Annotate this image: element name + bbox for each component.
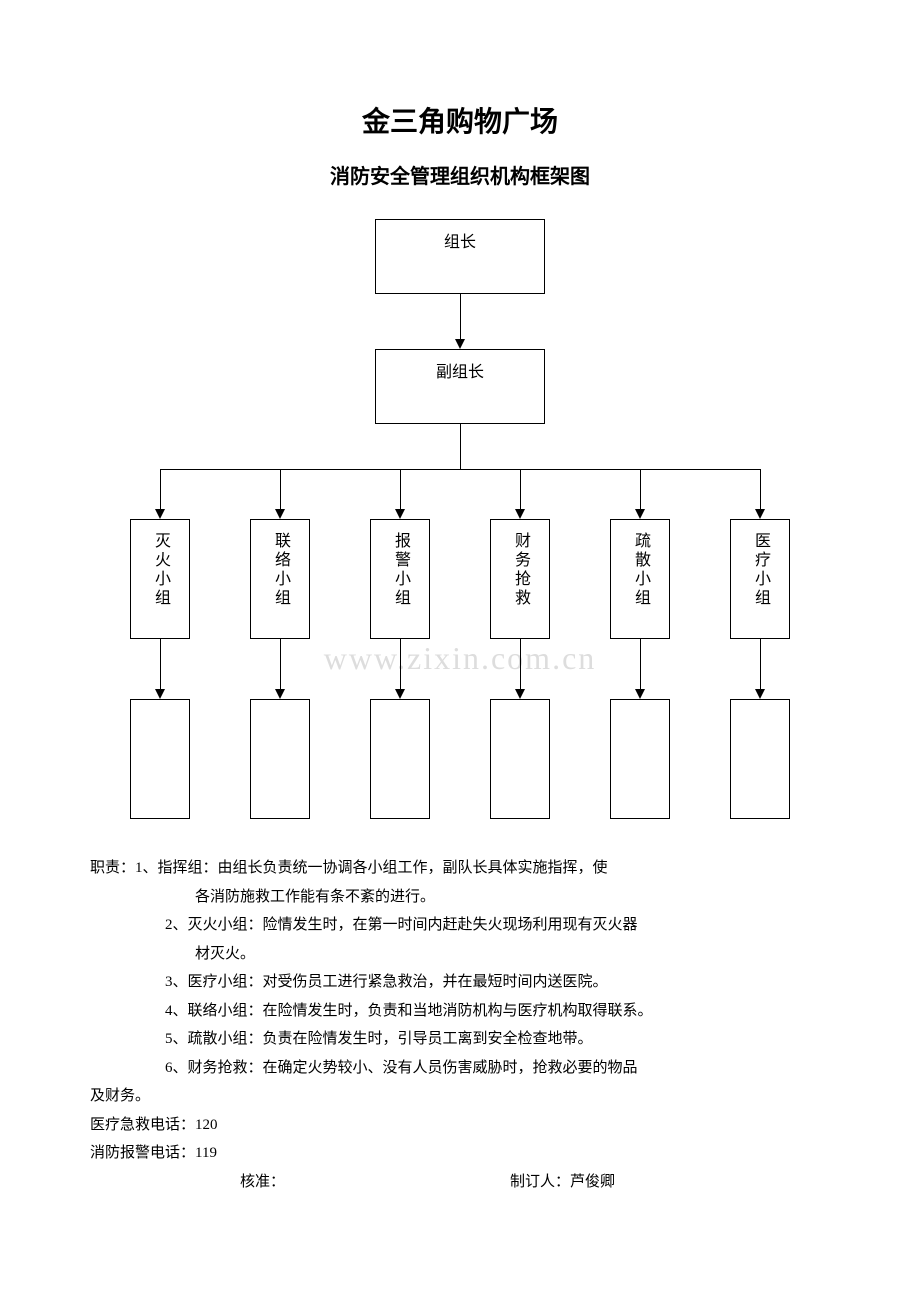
node-bottom-3	[370, 699, 430, 819]
duty-text-part: ：在确定火势较小、没有人员伤害威胁时，抢救必要的物品	[248, 1060, 638, 1076]
duty-num: 4	[165, 1003, 173, 1019]
page-subtitle: 消防安全管理组织机构框架图	[90, 160, 830, 189]
connector-line	[760, 469, 761, 509]
duty-text-part: ：险情发生时，在第一时间内赶赴失火现场利用现有灭火器	[248, 917, 638, 933]
connector-line	[400, 639, 401, 689]
duty-text-part: 及财务。	[90, 1088, 150, 1104]
node-team-label: 报警小组	[388, 532, 412, 608]
duty-num: 5	[165, 1031, 173, 1047]
author-name: 芦俊卿	[570, 1168, 615, 1197]
duty-title: 指挥组	[158, 860, 203, 876]
duty-item-2-cont: 材灭火。	[90, 940, 830, 969]
footer-line: 核准： 制订人：芦俊卿	[90, 1168, 830, 1197]
connector-line	[640, 639, 641, 689]
arrow-icon	[155, 509, 165, 519]
connector-line	[400, 469, 401, 509]
arrow-icon	[755, 509, 765, 519]
duty-item-6: 6、财务抢救：在确定火势较小、没有人员伤害威胁时，抢救必要的物品	[90, 1054, 830, 1083]
node-leader-label: 组长	[444, 228, 476, 252]
arrow-icon	[635, 689, 645, 699]
node-team-1: 灭火小组	[130, 519, 190, 639]
duty-title: 财务抢救	[188, 1060, 248, 1076]
node-team-label: 联络小组	[268, 532, 292, 608]
duties-header: 职责：	[90, 860, 135, 876]
node-team-2: 联络小组	[250, 519, 310, 639]
duty-num: 1	[135, 860, 143, 876]
duty-num: 6	[165, 1060, 173, 1076]
duty-title: 灭火小组	[188, 917, 248, 933]
node-team-6: 医疗小组	[730, 519, 790, 639]
node-bottom-1	[130, 699, 190, 819]
arrow-icon	[155, 689, 165, 699]
arrow-icon	[275, 509, 285, 519]
node-deputy: 副组长	[375, 349, 545, 424]
node-team-label: 医疗小组	[748, 532, 772, 608]
connector-line	[520, 469, 521, 509]
duty-item-6-cont: 及财务。	[90, 1082, 830, 1111]
duties-section: 职责：1、指挥组：由组长负责统一协调各小组工作，副队长具体实施指挥，使 各消防施…	[90, 854, 830, 1196]
duty-item-2: 2、灭火小组：险情发生时，在第一时间内赶赴失火现场利用现有灭火器	[90, 911, 830, 940]
connector-line	[760, 639, 761, 689]
medical-phone-label: 医疗急救电话：	[90, 1117, 195, 1133]
node-bottom-2	[250, 699, 310, 819]
duty-num: 3	[165, 974, 173, 990]
node-team-5: 疏散小组	[610, 519, 670, 639]
page-title: 金三角购物广场	[90, 100, 830, 140]
connector-line	[280, 469, 281, 509]
node-team-label: 疏散小组	[628, 532, 652, 608]
duty-text: ：对受伤员工进行紧急救治，并在最短时间内送医院。	[248, 974, 608, 990]
connector-line	[160, 469, 161, 509]
node-team-label: 灭火小组	[148, 532, 172, 608]
arrow-icon	[755, 689, 765, 699]
duty-item-4: 4、联络小组：在险情发生时，负责和当地消防机构与医疗机构取得联系。	[90, 997, 830, 1026]
connector-line	[160, 639, 161, 689]
duty-text-part: 材灭火。	[195, 946, 255, 962]
author-label: 制订人：	[510, 1168, 570, 1197]
fire-phone-number: 119	[195, 1145, 217, 1161]
arrow-icon	[455, 339, 465, 349]
connector-line	[460, 424, 461, 469]
medical-phone: 医疗急救电话：120	[90, 1111, 830, 1140]
node-team-label: 财务抢救	[508, 532, 532, 608]
node-bottom-6	[730, 699, 790, 819]
duty-item-1: 职责：1、指挥组：由组长负责统一协调各小组工作，副队长具体实施指挥，使	[90, 854, 830, 883]
connector-line	[460, 294, 461, 339]
duty-title: 疏散小组	[188, 1031, 248, 1047]
arrow-icon	[395, 689, 405, 699]
org-chart: 组长 副组长 灭火小组 联络小组 报警小组 财务抢救 疏散小组 医疗小组	[90, 219, 830, 839]
duty-item-3: 3、医疗小组：对受伤员工进行紧急救治，并在最短时间内送医院。	[90, 968, 830, 997]
duty-num: 2	[165, 917, 173, 933]
connector-line	[280, 639, 281, 689]
duty-title: 联络小组	[188, 1003, 248, 1019]
duty-title: 医疗小组	[188, 974, 248, 990]
connector-line	[640, 469, 641, 509]
node-team-4: 财务抢救	[490, 519, 550, 639]
arrow-icon	[275, 689, 285, 699]
approve-label: 核准：	[240, 1168, 285, 1197]
connector-line	[160, 469, 760, 470]
duty-text-part: ：由组长负责统一协调各小组工作，副队长具体实施指挥，使	[203, 860, 608, 876]
duty-item-5: 5、疏散小组：负责在险情发生时，引导员工离到安全检查地带。	[90, 1025, 830, 1054]
node-bottom-5	[610, 699, 670, 819]
fire-phone-label: 消防报警电话：	[90, 1145, 195, 1161]
node-deputy-label: 副组长	[436, 358, 484, 382]
fire-phone: 消防报警电话：119	[90, 1139, 830, 1168]
connector-line	[520, 639, 521, 689]
node-bottom-4	[490, 699, 550, 819]
duty-text: ：负责在险情发生时，引导员工离到安全检查地带。	[248, 1031, 593, 1047]
arrow-icon	[395, 509, 405, 519]
arrow-icon	[635, 509, 645, 519]
duty-item-1-cont: 各消防施救工作能有条不紊的进行。	[90, 883, 830, 912]
duty-text: ：在险情发生时，负责和当地消防机构与医疗机构取得联系。	[248, 1003, 653, 1019]
duty-text-part: 各消防施救工作能有条不紊的进行。	[195, 889, 435, 905]
node-leader: 组长	[375, 219, 545, 294]
medical-phone-number: 120	[195, 1117, 218, 1133]
arrow-icon	[515, 689, 525, 699]
node-team-3: 报警小组	[370, 519, 430, 639]
arrow-icon	[515, 509, 525, 519]
